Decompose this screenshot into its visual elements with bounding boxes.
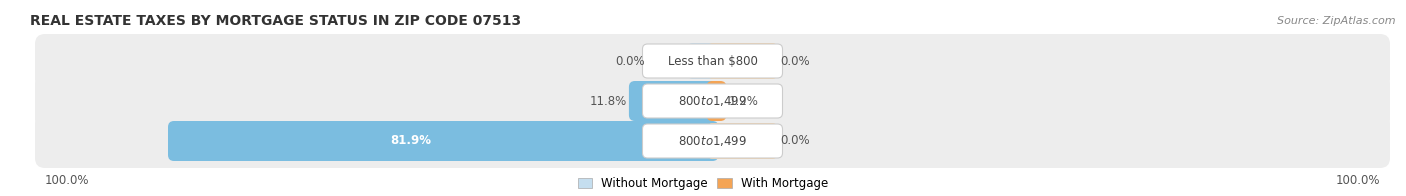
FancyBboxPatch shape [35,114,1391,168]
FancyBboxPatch shape [689,43,717,79]
FancyBboxPatch shape [643,124,783,158]
Text: 0.0%: 0.0% [614,54,644,67]
FancyBboxPatch shape [706,81,727,121]
Text: $800 to $1,499: $800 to $1,499 [678,134,747,148]
FancyBboxPatch shape [628,81,718,121]
Text: 81.9%: 81.9% [391,134,432,148]
Text: Less than $800: Less than $800 [668,54,758,67]
Text: 0.0%: 0.0% [780,134,810,148]
FancyBboxPatch shape [709,123,776,159]
Text: Source: ZipAtlas.com: Source: ZipAtlas.com [1278,16,1396,26]
Text: 100.0%: 100.0% [45,174,90,188]
Legend: Without Mortgage, With Mortgage: Without Mortgage, With Mortgage [578,177,828,190]
Text: 0.0%: 0.0% [780,54,810,67]
FancyBboxPatch shape [35,34,1391,88]
Text: $800 to $1,499: $800 to $1,499 [678,94,747,108]
FancyBboxPatch shape [643,44,783,78]
FancyBboxPatch shape [643,84,783,118]
Text: REAL ESTATE TAXES BY MORTGAGE STATUS IN ZIP CODE 07513: REAL ESTATE TAXES BY MORTGAGE STATUS IN … [30,14,522,28]
FancyBboxPatch shape [709,43,776,79]
FancyBboxPatch shape [35,74,1391,128]
Text: 1.2%: 1.2% [728,94,758,107]
Text: 100.0%: 100.0% [1336,174,1381,188]
FancyBboxPatch shape [167,121,718,161]
Text: 11.8%: 11.8% [589,94,627,107]
